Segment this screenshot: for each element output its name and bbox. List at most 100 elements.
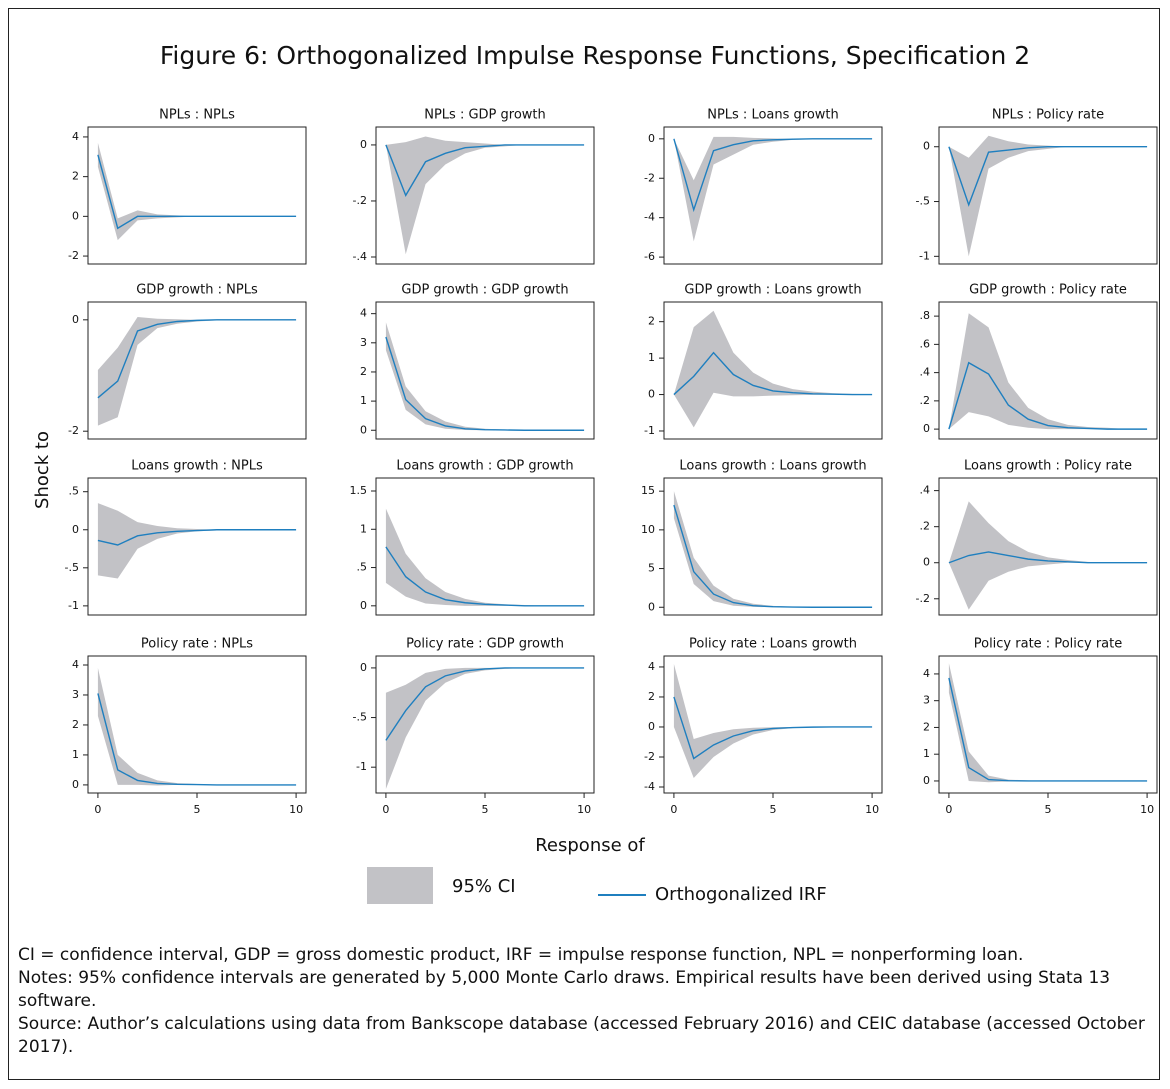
- plot-frame: [87, 301, 307, 440]
- y-tick-label: -2: [644, 750, 655, 763]
- ci-band: [673, 310, 873, 428]
- ci-band: [97, 503, 297, 579]
- x-tick-label: 5: [194, 803, 201, 816]
- irf-line: [948, 146, 1148, 207]
- y-tick-label: -.2: [353, 194, 367, 207]
- plot-frame: [663, 477, 883, 616]
- panel-title: Loans growth : GDP growth: [396, 459, 573, 474]
- ci-band: [97, 317, 297, 426]
- plot-frame: [375, 126, 595, 265]
- ci-band: [385, 508, 585, 606]
- y-tick-label: 3: [72, 688, 79, 701]
- y-tick-label: 0: [923, 140, 930, 153]
- irf-line: [385, 546, 585, 607]
- irf-line: [673, 351, 873, 396]
- ci-band: [948, 135, 1148, 257]
- panel-title: NPLs : Loans growth: [707, 108, 839, 123]
- x-tick-label: 10: [865, 803, 879, 816]
- y-tick-label: 1: [72, 748, 79, 761]
- y-tick-label: 0: [72, 209, 79, 222]
- y-tick-label: 0: [360, 599, 367, 612]
- irf-line: [948, 677, 1148, 782]
- y-tick-label: -1: [644, 424, 655, 437]
- y-tick-label: -4: [644, 780, 655, 793]
- y-tick-label: 1.5: [350, 484, 368, 497]
- irf-line: [385, 336, 585, 431]
- plot-frame: [663, 126, 883, 265]
- irf-line: [97, 319, 297, 399]
- y-tick-label: 2: [648, 690, 655, 703]
- ci-band: [385, 322, 585, 431]
- panel-title: Policy rate : NPLs: [141, 637, 253, 652]
- y-tick-label: -.5: [353, 711, 367, 724]
- y-tick-label: 2: [923, 720, 930, 733]
- y-tick-label: .4: [920, 484, 931, 497]
- plot-frame: [87, 477, 307, 616]
- y-tick-label: 0: [72, 778, 79, 791]
- irf-line: [673, 138, 873, 213]
- plot-frame: [938, 477, 1158, 616]
- y-tick-label: 0: [648, 132, 655, 145]
- y-tick-label: 3: [360, 336, 367, 349]
- y-tick-label: -1: [919, 249, 930, 262]
- x-tick-label: 5: [1045, 803, 1052, 816]
- ci-band: [948, 313, 1148, 430]
- y-tick-label: -.5: [916, 195, 930, 208]
- x-axis-label: Response of: [535, 835, 645, 856]
- y-tick-label: -.5: [65, 561, 79, 574]
- note: Notes: 95% confidence intervals are gene…: [18, 968, 1111, 1011]
- ci-band: [673, 663, 873, 778]
- y-tick-label: -2: [644, 171, 655, 184]
- y-tick-label: -1: [68, 599, 79, 612]
- irf-line: [673, 504, 873, 608]
- y-tick-label: 0: [72, 523, 79, 536]
- irf-line: [97, 529, 297, 546]
- note: Source: Author’s calculations using data…: [18, 1014, 1145, 1057]
- y-tick-label: 0: [360, 661, 367, 674]
- y-tick-label: -4: [644, 211, 655, 224]
- x-tick-label: 10: [1140, 803, 1154, 816]
- panel-title: NPLs : NPLs: [159, 108, 235, 123]
- y-tick-label: -6: [644, 250, 655, 263]
- irf-line: [385, 667, 585, 741]
- y-axis-label: Shock to: [32, 431, 53, 509]
- y-tick-label: -2: [68, 249, 79, 262]
- panel-title: Loans growth : Loans growth: [679, 459, 866, 474]
- y-tick-label: 4: [360, 307, 367, 320]
- y-tick-label: .5: [357, 561, 368, 574]
- panel-title: GDP growth : Loans growth: [684, 283, 861, 298]
- x-tick-label: 5: [770, 803, 777, 816]
- irf-line: [948, 551, 1148, 564]
- y-tick-label: 0: [923, 774, 930, 787]
- y-tick-label: 15: [641, 484, 655, 497]
- y-tick-label: 0: [72, 313, 79, 326]
- y-tick-label: .8: [920, 309, 931, 322]
- y-tick-label: 10: [641, 523, 655, 536]
- y-tick-label: 4: [923, 667, 930, 680]
- chart: Figure 6: Orthogonalized Impulse Respons…: [32, 41, 1158, 905]
- figure-frame: [8, 8, 1160, 1080]
- y-tick-label: 0: [648, 720, 655, 733]
- note: CI = confidence interval, GDP = gross do…: [18, 945, 1024, 965]
- y-tick-label: -.2: [916, 592, 930, 605]
- y-tick-label: 2: [360, 365, 367, 378]
- ci-band: [97, 142, 297, 241]
- legend-swatch-band: [367, 867, 433, 904]
- plot-frame: [938, 126, 1158, 265]
- y-tick-label: 0: [648, 388, 655, 401]
- y-tick-label: 4: [72, 658, 79, 671]
- ci-band: [97, 667, 297, 786]
- y-tick-label: .2: [920, 520, 931, 533]
- ci-band: [385, 667, 585, 790]
- y-tick-label: 2: [72, 718, 79, 731]
- y-tick-label: .6: [920, 337, 931, 350]
- y-tick-label: 1: [648, 351, 655, 364]
- ci-band: [948, 501, 1148, 610]
- panel-title: GDP growth : Policy rate: [969, 283, 1127, 298]
- panel-title: NPLs : GDP growth: [424, 108, 546, 123]
- x-tick-label: 0: [670, 803, 677, 816]
- irf-line: [673, 696, 873, 760]
- plot-frame: [663, 301, 883, 440]
- y-tick-label: .4: [920, 366, 931, 379]
- x-tick-label: 5: [482, 803, 489, 816]
